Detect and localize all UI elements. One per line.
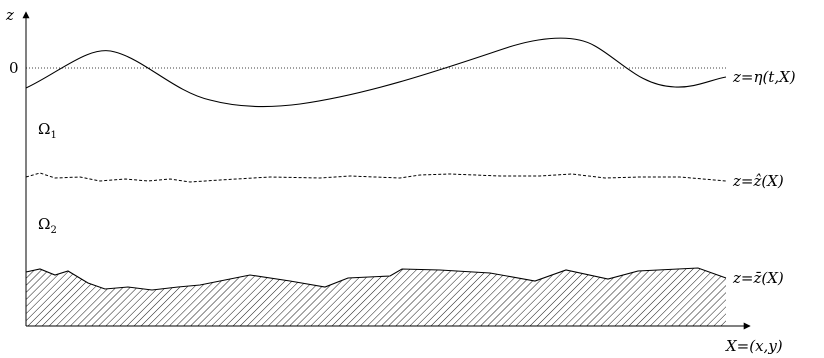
bottom-label: z=z̄(X) xyxy=(732,269,784,287)
free-surface-label: z=η(t,X) xyxy=(732,68,796,86)
bottom-curve xyxy=(25,267,727,291)
horizontal-axis-label: X=(x,y) xyxy=(725,337,783,355)
vertical-axis-label: z xyxy=(5,6,14,24)
zero-tick-label: 0 xyxy=(9,59,19,77)
interface-curve xyxy=(25,172,727,183)
bottom-hatched-region xyxy=(26,268,726,326)
interface-label: z=ẑ(X) xyxy=(732,172,784,190)
free-surface-curve xyxy=(25,37,727,108)
region-omega-2-label: Ω2 xyxy=(38,215,57,236)
region-omega-1-label: Ω1 xyxy=(38,120,57,141)
